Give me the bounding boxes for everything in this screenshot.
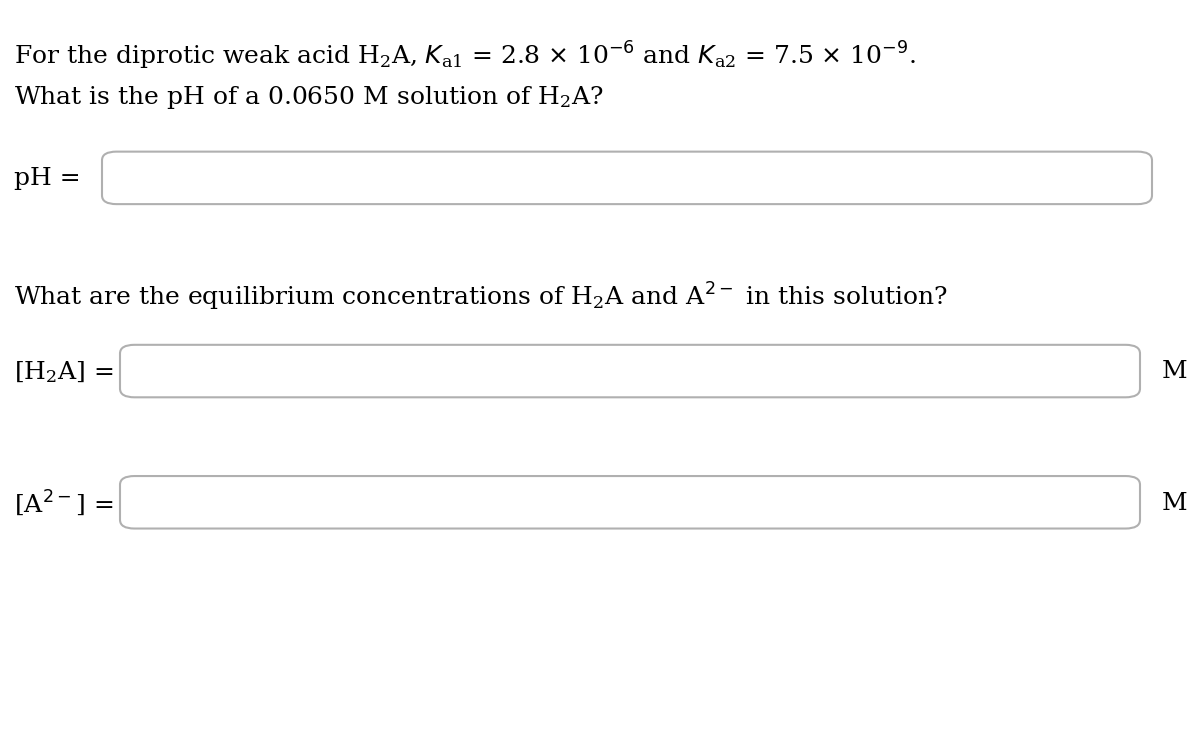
Text: M: M	[1162, 360, 1187, 383]
Text: For the diprotic weak acid $\mathregular{H_2}$A, $\mathit{K}_\mathregular{a1}$ =: For the diprotic weak acid $\mathregular…	[14, 40, 917, 72]
FancyBboxPatch shape	[120, 476, 1140, 529]
Text: M: M	[1162, 491, 1187, 515]
Text: What is the pH of a 0.0650 M solution of $\mathregular{H_2}$A?: What is the pH of a 0.0650 M solution of…	[14, 84, 604, 111]
Text: [A$^{2-}$] =: [A$^{2-}$] =	[14, 488, 114, 518]
FancyBboxPatch shape	[102, 152, 1152, 204]
FancyBboxPatch shape	[120, 345, 1140, 397]
Text: What are the equilibrium concentrations of $\mathregular{H_2}$A and A$^{2-}$ in : What are the equilibrium concentrations …	[14, 281, 948, 313]
Text: [$\mathregular{H_2}$A] =: [$\mathregular{H_2}$A] =	[14, 359, 114, 385]
Text: pH =: pH =	[14, 167, 82, 190]
